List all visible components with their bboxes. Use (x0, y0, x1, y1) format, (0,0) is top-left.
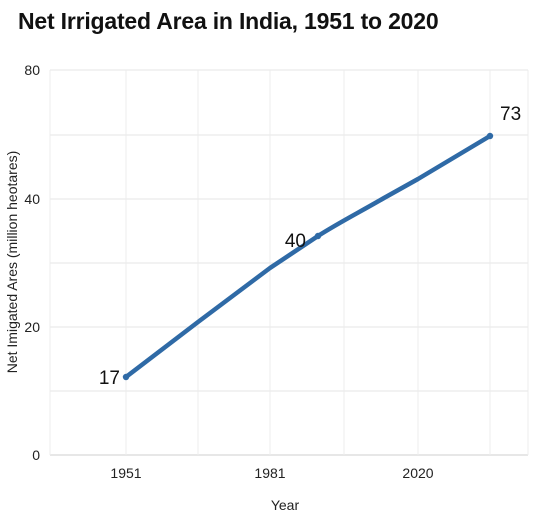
y-tick-label: 0 (32, 447, 40, 463)
series-group (122, 132, 494, 381)
x-axis-label: Year (271, 497, 300, 513)
x-tick-label: 2020 (402, 465, 433, 481)
data-point (122, 373, 130, 381)
y-axis-ticks: 0 20 40 80 (24, 62, 40, 463)
x-tick-label: 1981 (254, 465, 285, 481)
y-tick-label: 80 (24, 62, 40, 78)
x-axis-ticks: 1951 1981 2020 (110, 465, 433, 481)
data-point (314, 232, 322, 240)
y-tick-label: 20 (24, 319, 40, 335)
data-label: 17 (99, 368, 120, 389)
data-label: 40 (285, 231, 306, 252)
x-tick-label: 1951 (110, 465, 141, 481)
data-point (486, 132, 494, 140)
y-tick-label: 40 (24, 191, 40, 207)
chart-title: Net Irrigated Area in India, 1951 to 202… (18, 8, 439, 34)
y-axis-label: Net Imigated Ares (million heotares) (4, 151, 20, 374)
data-label: 73 (500, 104, 521, 125)
data-labels: 17 40 73 (99, 104, 521, 389)
series-line (123, 133, 493, 380)
gridlines (49, 69, 529, 456)
